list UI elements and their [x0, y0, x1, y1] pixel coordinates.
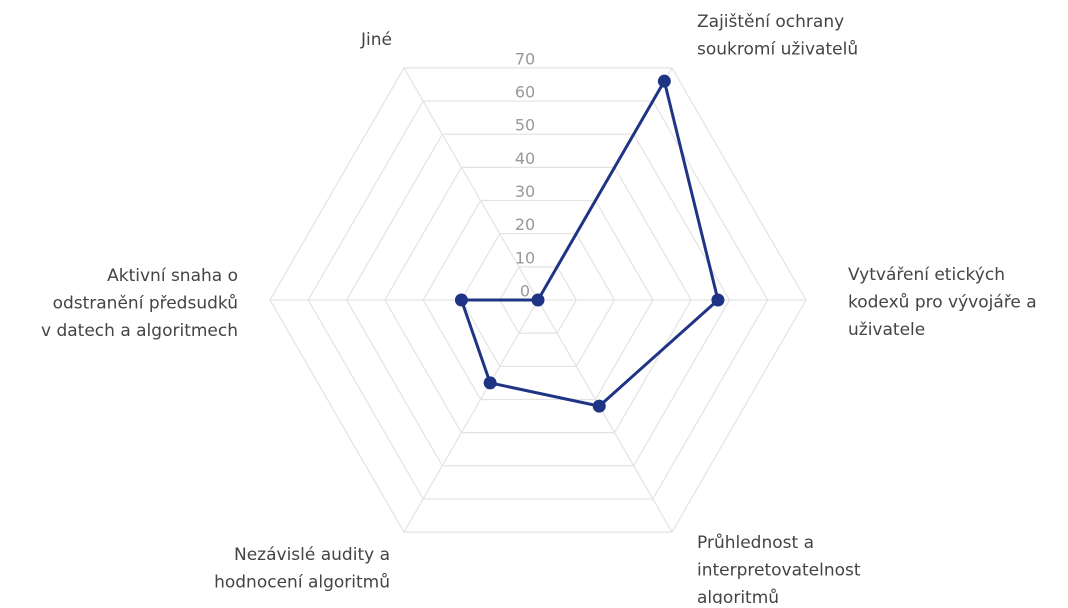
- tick-label: 40: [515, 149, 535, 168]
- data-point: [592, 399, 606, 413]
- tick-label: 0: [520, 282, 530, 301]
- category-line: Aktivní snaha o: [107, 266, 238, 286]
- category-line: odstranění předsudků: [53, 294, 238, 314]
- category-line: Zajištění ochrany: [697, 12, 844, 32]
- axis-line: [403, 299, 539, 533]
- category-line: Nezávislé audity a: [234, 545, 390, 565]
- tick-label: 60: [515, 83, 535, 102]
- category-line: Jiné: [360, 30, 392, 50]
- category-line: hodnocení algoritmů: [214, 573, 390, 593]
- data-point: [531, 293, 545, 307]
- category-label: Vytváření etických kodexů pro vývojáře a u…: [848, 265, 1037, 340]
- data-point: [711, 293, 725, 307]
- tick-label: 70: [515, 49, 535, 68]
- category-line: Průhlednost a: [697, 533, 814, 553]
- category-label: Nezávislé audity a hodnocení algoritmů: [214, 545, 390, 593]
- category-line: v datech a algoritmech: [41, 321, 238, 341]
- category-line: uživatele: [848, 320, 925, 340]
- category-label: Aktivní snaha o odstranění předsudků v dat…: [41, 266, 238, 341]
- series-line: [459, 79, 720, 408]
- tick-label: 30: [515, 182, 535, 201]
- category-label: Jiné: [360, 30, 392, 50]
- category-line: kodexů pro vývojáře a: [848, 293, 1037, 313]
- data-point: [657, 74, 671, 88]
- tick-label: 10: [515, 248, 535, 267]
- category-label: Průhlednost a interpretovatelnost algoritm…: [697, 533, 861, 604]
- tick-label: 50: [515, 116, 535, 135]
- category-line: algoritmů: [697, 588, 779, 604]
- category-label: Zajištění ochrany soukromí uživatelů: [697, 12, 858, 60]
- category-line: soukromí uživatelů: [697, 40, 858, 60]
- axis-line: [403, 67, 539, 301]
- data-point: [454, 293, 468, 307]
- axis-line: [537, 299, 673, 533]
- tick-label: 20: [515, 215, 535, 234]
- category-line: Vytváření etických: [848, 265, 1005, 285]
- data-point: [483, 376, 497, 390]
- category-line: interpretovatelnost: [697, 561, 861, 581]
